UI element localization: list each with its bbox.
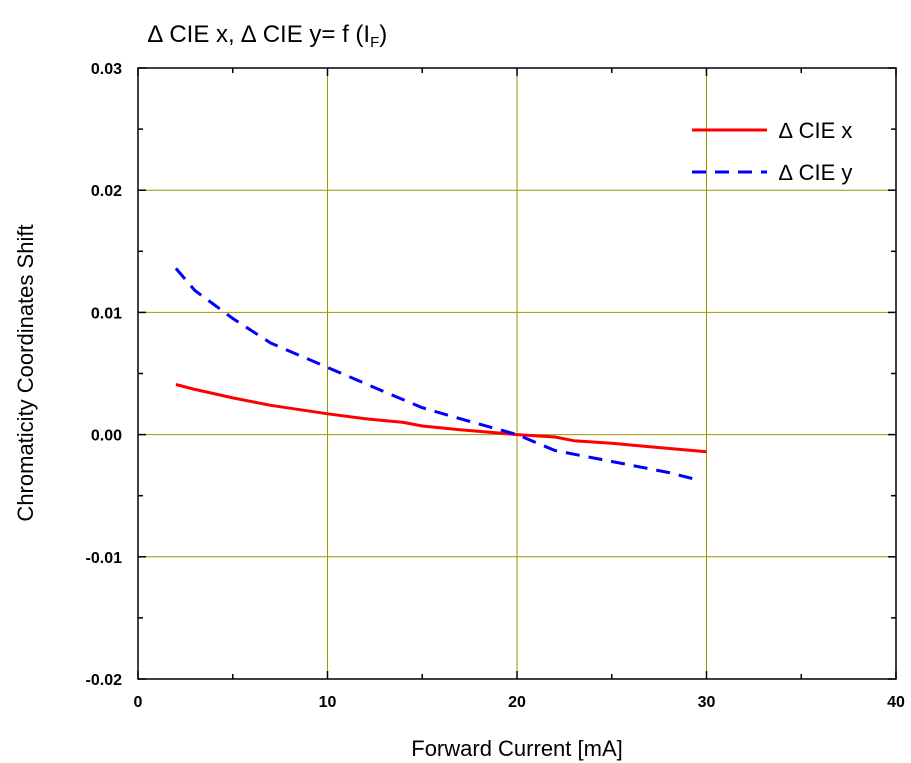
y-tick-labels: -0.02 -0.01 0.00 0.01 0.02 0.03 [86,61,123,689]
legend-label-1: ∆ CIE y [779,160,852,185]
x-tick-label-2: 20 [508,694,526,711]
y-tick-label-0: -0.02 [86,672,123,689]
plot-frame [137,67,897,680]
x-tick-label-4: 40 [887,694,905,711]
y-tick-label-3: 0.01 [91,305,122,322]
chart-title: ∆ CIE x, ∆ CIE y= f (IF) [148,21,387,51]
legend-label-0: ∆ CIE x [779,118,852,143]
chart-title-subscript: F [370,34,379,51]
chart-title-close: ) [379,21,387,48]
y-tick-label-5: 0.03 [91,61,122,78]
series-line-delta-cie-y [174,267,698,482]
series-line-delta-cie-x [175,383,707,454]
x-tick-label-1: 10 [319,694,337,711]
y-tick-label-4: 0.02 [91,183,122,200]
y-axis-label: Chromaticity Coordinates Shift [13,224,38,521]
y-tick-label-2: 0.00 [91,428,122,445]
series-layer [174,267,707,482]
x-tick-label-0: 0 [134,694,143,711]
y-tick-label-1: -0.01 [86,550,123,567]
x-tick-label-3: 30 [698,694,716,711]
x-axis-label: Forward Current [mA] [411,736,623,761]
x-tick-labels: 0 10 20 30 40 [134,694,905,711]
chart-title-main: ∆ CIE x, ∆ CIE y= f (I [148,21,370,48]
legend: ∆ CIE x ∆ CIE y [692,118,852,185]
